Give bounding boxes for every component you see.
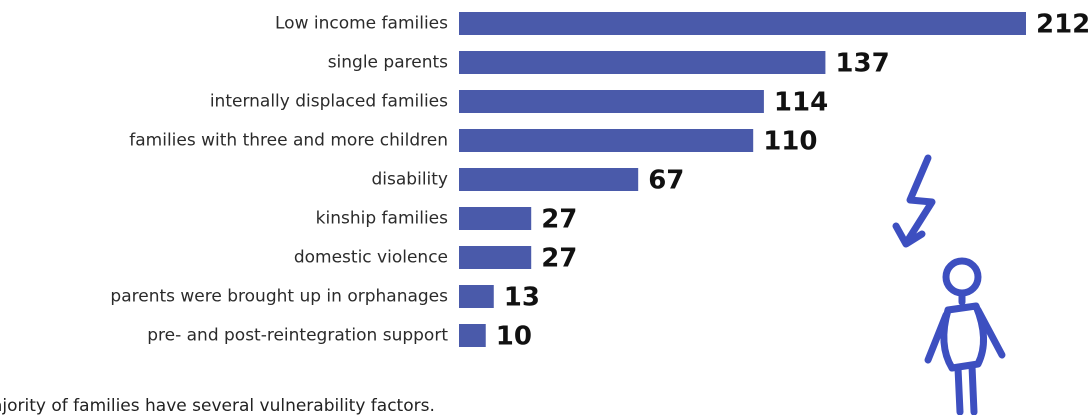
bar	[459, 207, 532, 230]
footnote-text: ajority of families have several vulnera…	[0, 396, 435, 416]
figure-left-leg	[954, 364, 964, 415]
value-label: 114	[774, 88, 828, 118]
category-label: kinship families	[316, 209, 448, 229]
bar	[459, 324, 486, 347]
category-label: domestic violence	[294, 248, 448, 268]
bar	[459, 12, 1026, 35]
category-label: single parents	[328, 53, 448, 73]
value-label: 10	[496, 322, 532, 352]
category-label: pre- and post-reintegration support	[147, 326, 448, 346]
bar	[459, 246, 532, 269]
bar	[459, 90, 764, 113]
category-label: parents were brought up in orphanages	[110, 287, 448, 307]
value-label: 13	[504, 283, 540, 313]
bar	[459, 129, 754, 152]
figure-head	[942, 257, 982, 297]
category-label: families with three and more children	[129, 131, 448, 151]
value-label: 27	[541, 205, 577, 235]
figure-left-arm	[924, 311, 950, 364]
category-label: internally displaced families	[210, 92, 448, 112]
value-label: 67	[648, 166, 684, 196]
stick-figure-icon	[892, 154, 1006, 415]
lightning-arrow-icon	[904, 154, 936, 244]
bar	[459, 51, 826, 74]
value-label: 110	[763, 127, 817, 157]
value-label: 212	[1036, 10, 1090, 40]
figure-right-leg	[968, 362, 978, 415]
bar	[459, 285, 494, 308]
category-label: disability	[372, 170, 448, 190]
value-label: 137	[835, 49, 889, 79]
figure-right-arm	[974, 306, 1006, 359]
bar	[459, 168, 639, 191]
category-label: Low income families	[275, 14, 448, 34]
arrow-head-icon	[892, 222, 926, 248]
value-label: 27	[541, 244, 577, 274]
